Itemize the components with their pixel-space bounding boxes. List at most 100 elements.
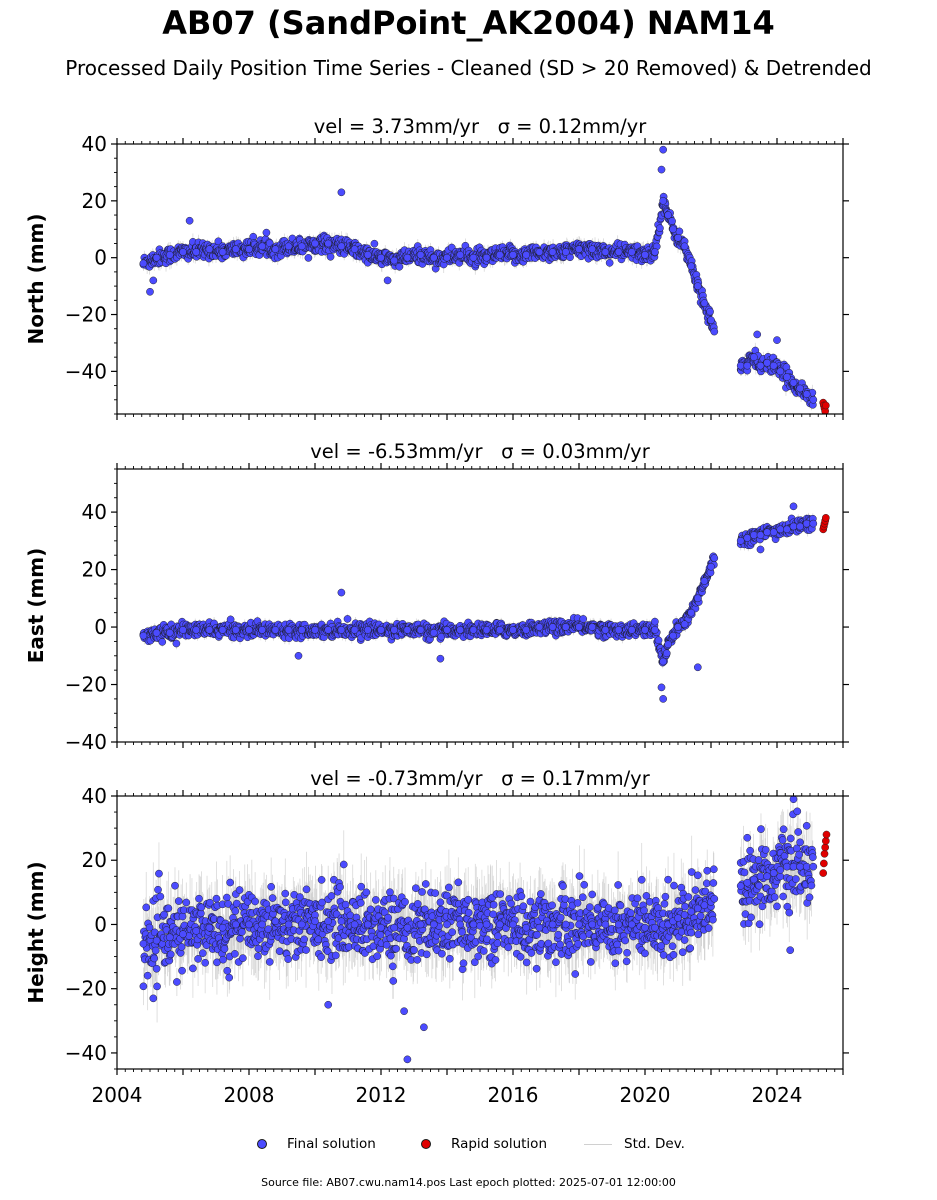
- north-final-point: [284, 242, 293, 251]
- north-final-point: [706, 307, 714, 316]
- north-final-point: [641, 251, 649, 259]
- north-final-point: [614, 248, 623, 256]
- north-final-point: [363, 251, 372, 259]
- figure-title: AB07 (SandPoint_AK2004) NAM14: [162, 4, 775, 42]
- north-final-point: [205, 245, 214, 253]
- north-final-point: [736, 361, 745, 370]
- north-final-point: [324, 239, 333, 248]
- north-final-point: [588, 245, 597, 253]
- north-final-point: [605, 259, 614, 267]
- east-final-points: [139, 502, 818, 703]
- panel-north: −40 −20 0 20 40 vel = 3.73mm/yr σ = 0.12mm/yr…: [24, 115, 849, 420]
- north-final-point: [165, 251, 174, 259]
- north-ytick-label: 0: [94, 246, 107, 270]
- east-final-point: [158, 638, 167, 646]
- north-outlier-point: [149, 276, 158, 285]
- north-final-point: [687, 262, 696, 271]
- east-final-point: [172, 639, 181, 648]
- north-final-point: [262, 228, 271, 237]
- north-final-point: [743, 361, 752, 370]
- north-final-point: [680, 242, 689, 251]
- north-final-points: [139, 145, 818, 409]
- north-final-point: [179, 248, 187, 256]
- north-final-point: [245, 245, 253, 253]
- north-std-dev-bars: [142, 192, 814, 411]
- north-final-point: [789, 378, 798, 387]
- north-final-point: [796, 384, 804, 393]
- north-final-point: [271, 245, 280, 253]
- north-final-point: [395, 262, 404, 271]
- north-final-point: [656, 224, 664, 233]
- north-final-point: [337, 242, 346, 251]
- east-std-dev-bars: [142, 512, 814, 669]
- north-final-point: [403, 253, 412, 262]
- north-final-point: [802, 390, 811, 398]
- north-final-point: [776, 367, 785, 376]
- north-ytick-label: 40: [82, 132, 107, 156]
- north-outlier-point: [146, 287, 154, 296]
- north-axes-frame: [116, 143, 844, 415]
- north-final-point: [693, 282, 702, 290]
- north-final-point: [297, 242, 306, 251]
- north-final-point: [783, 373, 791, 381]
- north-final-point: [769, 361, 778, 370]
- north-final-point: [627, 248, 636, 256]
- north-outlier-point: [753, 330, 762, 339]
- north-final-point: [675, 227, 684, 236]
- north-final-point: [535, 248, 544, 256]
- north-final-point: [763, 359, 771, 367]
- north-final-point: [700, 299, 709, 307]
- north-final-point: [756, 361, 765, 370]
- north-outlier-point: [337, 188, 346, 197]
- north-final-point: [522, 251, 531, 259]
- north-final-point: [750, 353, 758, 361]
- north-outlier-point: [659, 145, 667, 154]
- north-rapid-point: [822, 401, 830, 410]
- north-final-point: [249, 232, 258, 241]
- north-final-point: [326, 252, 335, 261]
- north-final-point: [231, 245, 240, 253]
- north-final-point: [469, 253, 478, 262]
- north-final-point: [674, 233, 682, 242]
- north-ytick-label: −40: [65, 359, 107, 383]
- north-final-point: [152, 253, 161, 262]
- north-final-point: [429, 253, 438, 262]
- north-final-point: [509, 251, 517, 259]
- north-final-point: [370, 239, 379, 248]
- north-final-point: [304, 254, 313, 262]
- north-final-point: [548, 248, 557, 256]
- east-final-point: [343, 615, 352, 623]
- north-outlier-point: [185, 216, 194, 225]
- north-final-point: [664, 211, 672, 219]
- north-final-point: [377, 253, 385, 262]
- north-final-point: [443, 253, 451, 262]
- north-final-point: [575, 245, 583, 253]
- figure-subtitle: Processed Daily Position Time Series - C…: [65, 56, 872, 80]
- north-final-point: [218, 248, 227, 256]
- north-final-point: [669, 225, 677, 234]
- north-outlier-point: [383, 276, 392, 285]
- north-final-point: [258, 242, 267, 251]
- north-final-point: [561, 248, 570, 256]
- east-data: [139, 502, 830, 703]
- north-panel-title: vel = 3.73mm/yr σ = 0.12mm/yr: [314, 115, 647, 138]
- north-final-point: [456, 251, 465, 259]
- north-final-point: [192, 248, 201, 256]
- north-data: [139, 145, 830, 414]
- north-final-point: [809, 395, 818, 404]
- north-final-point: [651, 248, 659, 256]
- north-ylabel: North (mm): [24, 213, 48, 344]
- north-outlier-point: [657, 165, 666, 174]
- north-final-point: [668, 217, 676, 225]
- north-final-point: [416, 251, 425, 259]
- north-outlier-point: [773, 336, 781, 344]
- north-final-point: [214, 237, 223, 246]
- north-final-point: [482, 253, 491, 262]
- north-final-point: [390, 256, 399, 265]
- north-final-point: [311, 239, 319, 248]
- north-final-point: [601, 248, 610, 256]
- north-final-point: [707, 316, 715, 325]
- north-final-point: [659, 197, 667, 205]
